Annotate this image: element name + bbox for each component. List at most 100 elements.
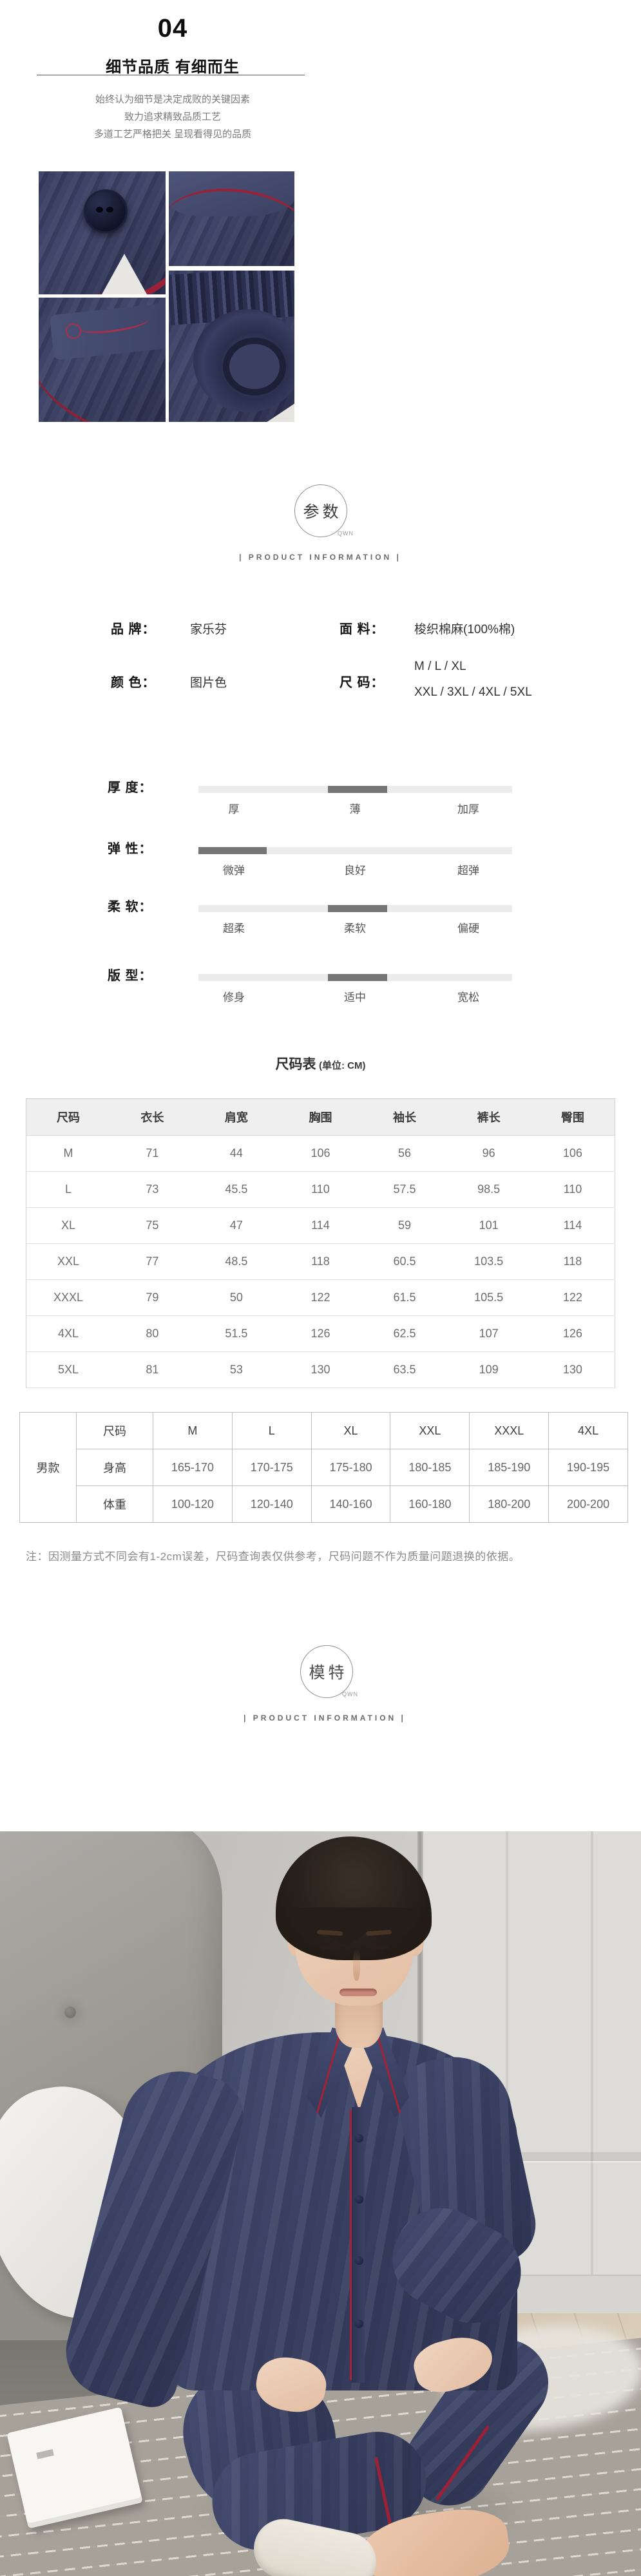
slider-track <box>198 786 512 793</box>
table-cell: 45.5 <box>194 1171 279 1208</box>
table-cell: 190-195 <box>548 1449 628 1486</box>
shirt-button <box>355 2134 363 2142</box>
slider-thickness: 厚 度： 厚 薄 加厚 <box>0 777 641 822</box>
table-cell: M <box>26 1135 111 1172</box>
table-cell: 53 <box>194 1351 279 1388</box>
size-chart-title-main: 尺码表 <box>275 1057 316 1072</box>
shirt-placket <box>352 2107 365 2383</box>
table-cell: 51.5 <box>194 1315 279 1352</box>
table-cell: 175-180 <box>311 1449 391 1486</box>
model-badge-watermark: QWN <box>342 1691 358 1697</box>
slider-softness: 柔 软： 超柔 柔软 偏硬 <box>0 896 641 941</box>
table-cell: 103.5 <box>446 1243 531 1280</box>
slider-tick: 加厚 <box>457 803 479 816</box>
table-cell: 56 <box>362 1135 447 1172</box>
table-cell: 170-175 <box>231 1449 312 1486</box>
color-label: 颜 色： <box>111 676 156 690</box>
table-row: 尺码 衣长 肩宽 胸围 袖长 裤长 臀围 <box>26 1098 615 1136</box>
slider-tick: 适中 <box>344 991 366 1004</box>
table-cell: 180-200 <box>469 1485 550 1523</box>
table-cell: 126 <box>530 1315 615 1352</box>
table-cell: 48.5 <box>194 1243 279 1280</box>
size-value-line2: XXL / 3XL / 4XL / 5XL <box>414 685 532 699</box>
table-cell: 肩宽 <box>194 1098 279 1136</box>
slider-tick: 宽松 <box>457 991 479 1004</box>
table-row: 4XL 80 51.5 126 62.5 107 126 <box>26 1315 615 1352</box>
slider-tick: 良好 <box>344 864 366 877</box>
table-cell: 裤长 <box>446 1098 531 1136</box>
params-badge-caption: | PRODUCT INFORMATION | <box>239 553 401 562</box>
slider-tick: 偏硬 <box>457 922 479 935</box>
size-chart-title: 尺码表 (单位: CM) <box>0 1054 641 1073</box>
size-table-body: M 71 44 106 56 96 106 L 73 45.5 110 57.5 98.5 110 XL 75… <box>26 1135 615 1388</box>
table-cell: 180-185 <box>390 1449 470 1486</box>
table-row: 体重 100-120 120-140 140-160 160-180 180-2… <box>20 1485 628 1523</box>
table-cell: 衣长 <box>110 1098 195 1136</box>
table-cell: 130 <box>278 1351 363 1388</box>
table-cell: 47 <box>194 1207 279 1244</box>
slider-fill <box>328 974 387 981</box>
description-line: 多道工艺严格把关 呈现看得见的品质 <box>93 129 252 140</box>
table-row: XL 75 47 114 59 101 114 <box>26 1207 615 1244</box>
table-cell: XL <box>311 1412 391 1449</box>
table-cell: 100-120 <box>153 1485 233 1523</box>
detail-photo-hem-piping <box>169 171 294 266</box>
color-value: 图片色 <box>190 676 227 690</box>
slider-tick: 柔软 <box>344 922 366 935</box>
table-cell: 160-180 <box>390 1485 470 1523</box>
button-closeup <box>84 189 128 233</box>
brand-label: 品 牌： <box>111 622 156 636</box>
params-badge-label: 参数 <box>303 503 342 521</box>
table-cell: 122 <box>530 1279 615 1316</box>
model-photo <box>0 1831 641 2576</box>
size-chart-title-unit: (单位: CM) <box>318 1060 366 1071</box>
slider-tick: 厚 <box>228 803 240 816</box>
book-text-mark <box>36 2448 54 2459</box>
section-number: 04 <box>157 14 188 43</box>
table-cell: XXXL <box>469 1412 550 1449</box>
table-row: M 71 44 106 56 96 106 <box>26 1135 615 1172</box>
table-row: 5XL 81 53 130 63.5 109 130 <box>26 1351 615 1388</box>
table-cell: 118 <box>278 1243 363 1280</box>
table-cell: 5XL <box>26 1351 111 1388</box>
table-cell: 4XL <box>26 1315 111 1352</box>
model-badge-caption: | PRODUCT INFORMATION | <box>244 1713 406 1722</box>
table-cell: 185-190 <box>469 1449 550 1486</box>
table-cell: 80 <box>110 1315 195 1352</box>
table-cell: 尺码 <box>26 1098 111 1136</box>
slider-track <box>198 905 512 912</box>
button-hole <box>96 207 103 213</box>
sofa-tuft-button <box>64 2007 76 2018</box>
table-row: XXL 77 48.5 118 60.5 103.5 118 <box>26 1243 615 1280</box>
shirt-button <box>355 2256 363 2265</box>
table-cell: 臀围 <box>530 1098 615 1136</box>
table-row: 男款 尺码 M L XL XXL XXXL 4XL <box>19 1412 628 1523</box>
table-cell: 体重 <box>76 1485 153 1523</box>
params-badge-watermark: QWN <box>338 530 354 537</box>
table-cell: 胸围 <box>278 1098 363 1136</box>
table-cell: 98.5 <box>446 1171 531 1208</box>
table-row: XXXL 79 50 122 61.5 105.5 122 <box>26 1279 615 1316</box>
table-cell: 71 <box>110 1135 195 1172</box>
slider-track <box>198 974 512 981</box>
table-cell: 77 <box>110 1243 195 1280</box>
table-cell: 106 <box>278 1135 363 1172</box>
table-cell: 73 <box>110 1171 195 1208</box>
size-label: 尺 码： <box>340 676 385 690</box>
table-cell: 105.5 <box>446 1279 531 1316</box>
table-cell: 59 <box>362 1207 447 1244</box>
button-hole <box>106 207 113 213</box>
table-cell: 110 <box>278 1171 363 1208</box>
table-cell: L <box>26 1171 111 1208</box>
shirt-button <box>355 2320 363 2328</box>
table-row: 身高 165-170 170-175 175-180 180-185 185-1… <box>20 1449 628 1486</box>
table-cell: 63.5 <box>362 1351 447 1388</box>
model-mouth <box>340 1989 377 1996</box>
table-cell: 114 <box>278 1207 363 1244</box>
size-table: 尺码 衣长 肩宽 胸围 袖长 裤长 臀围 M 71 44 106 56 96 106 L 73 45.5 110… <box>26 1098 615 1388</box>
table-cell: XXXL <box>26 1279 111 1316</box>
table-cell: 57.5 <box>362 1171 447 1208</box>
slider-track <box>198 847 512 854</box>
slider-fill <box>328 786 387 793</box>
